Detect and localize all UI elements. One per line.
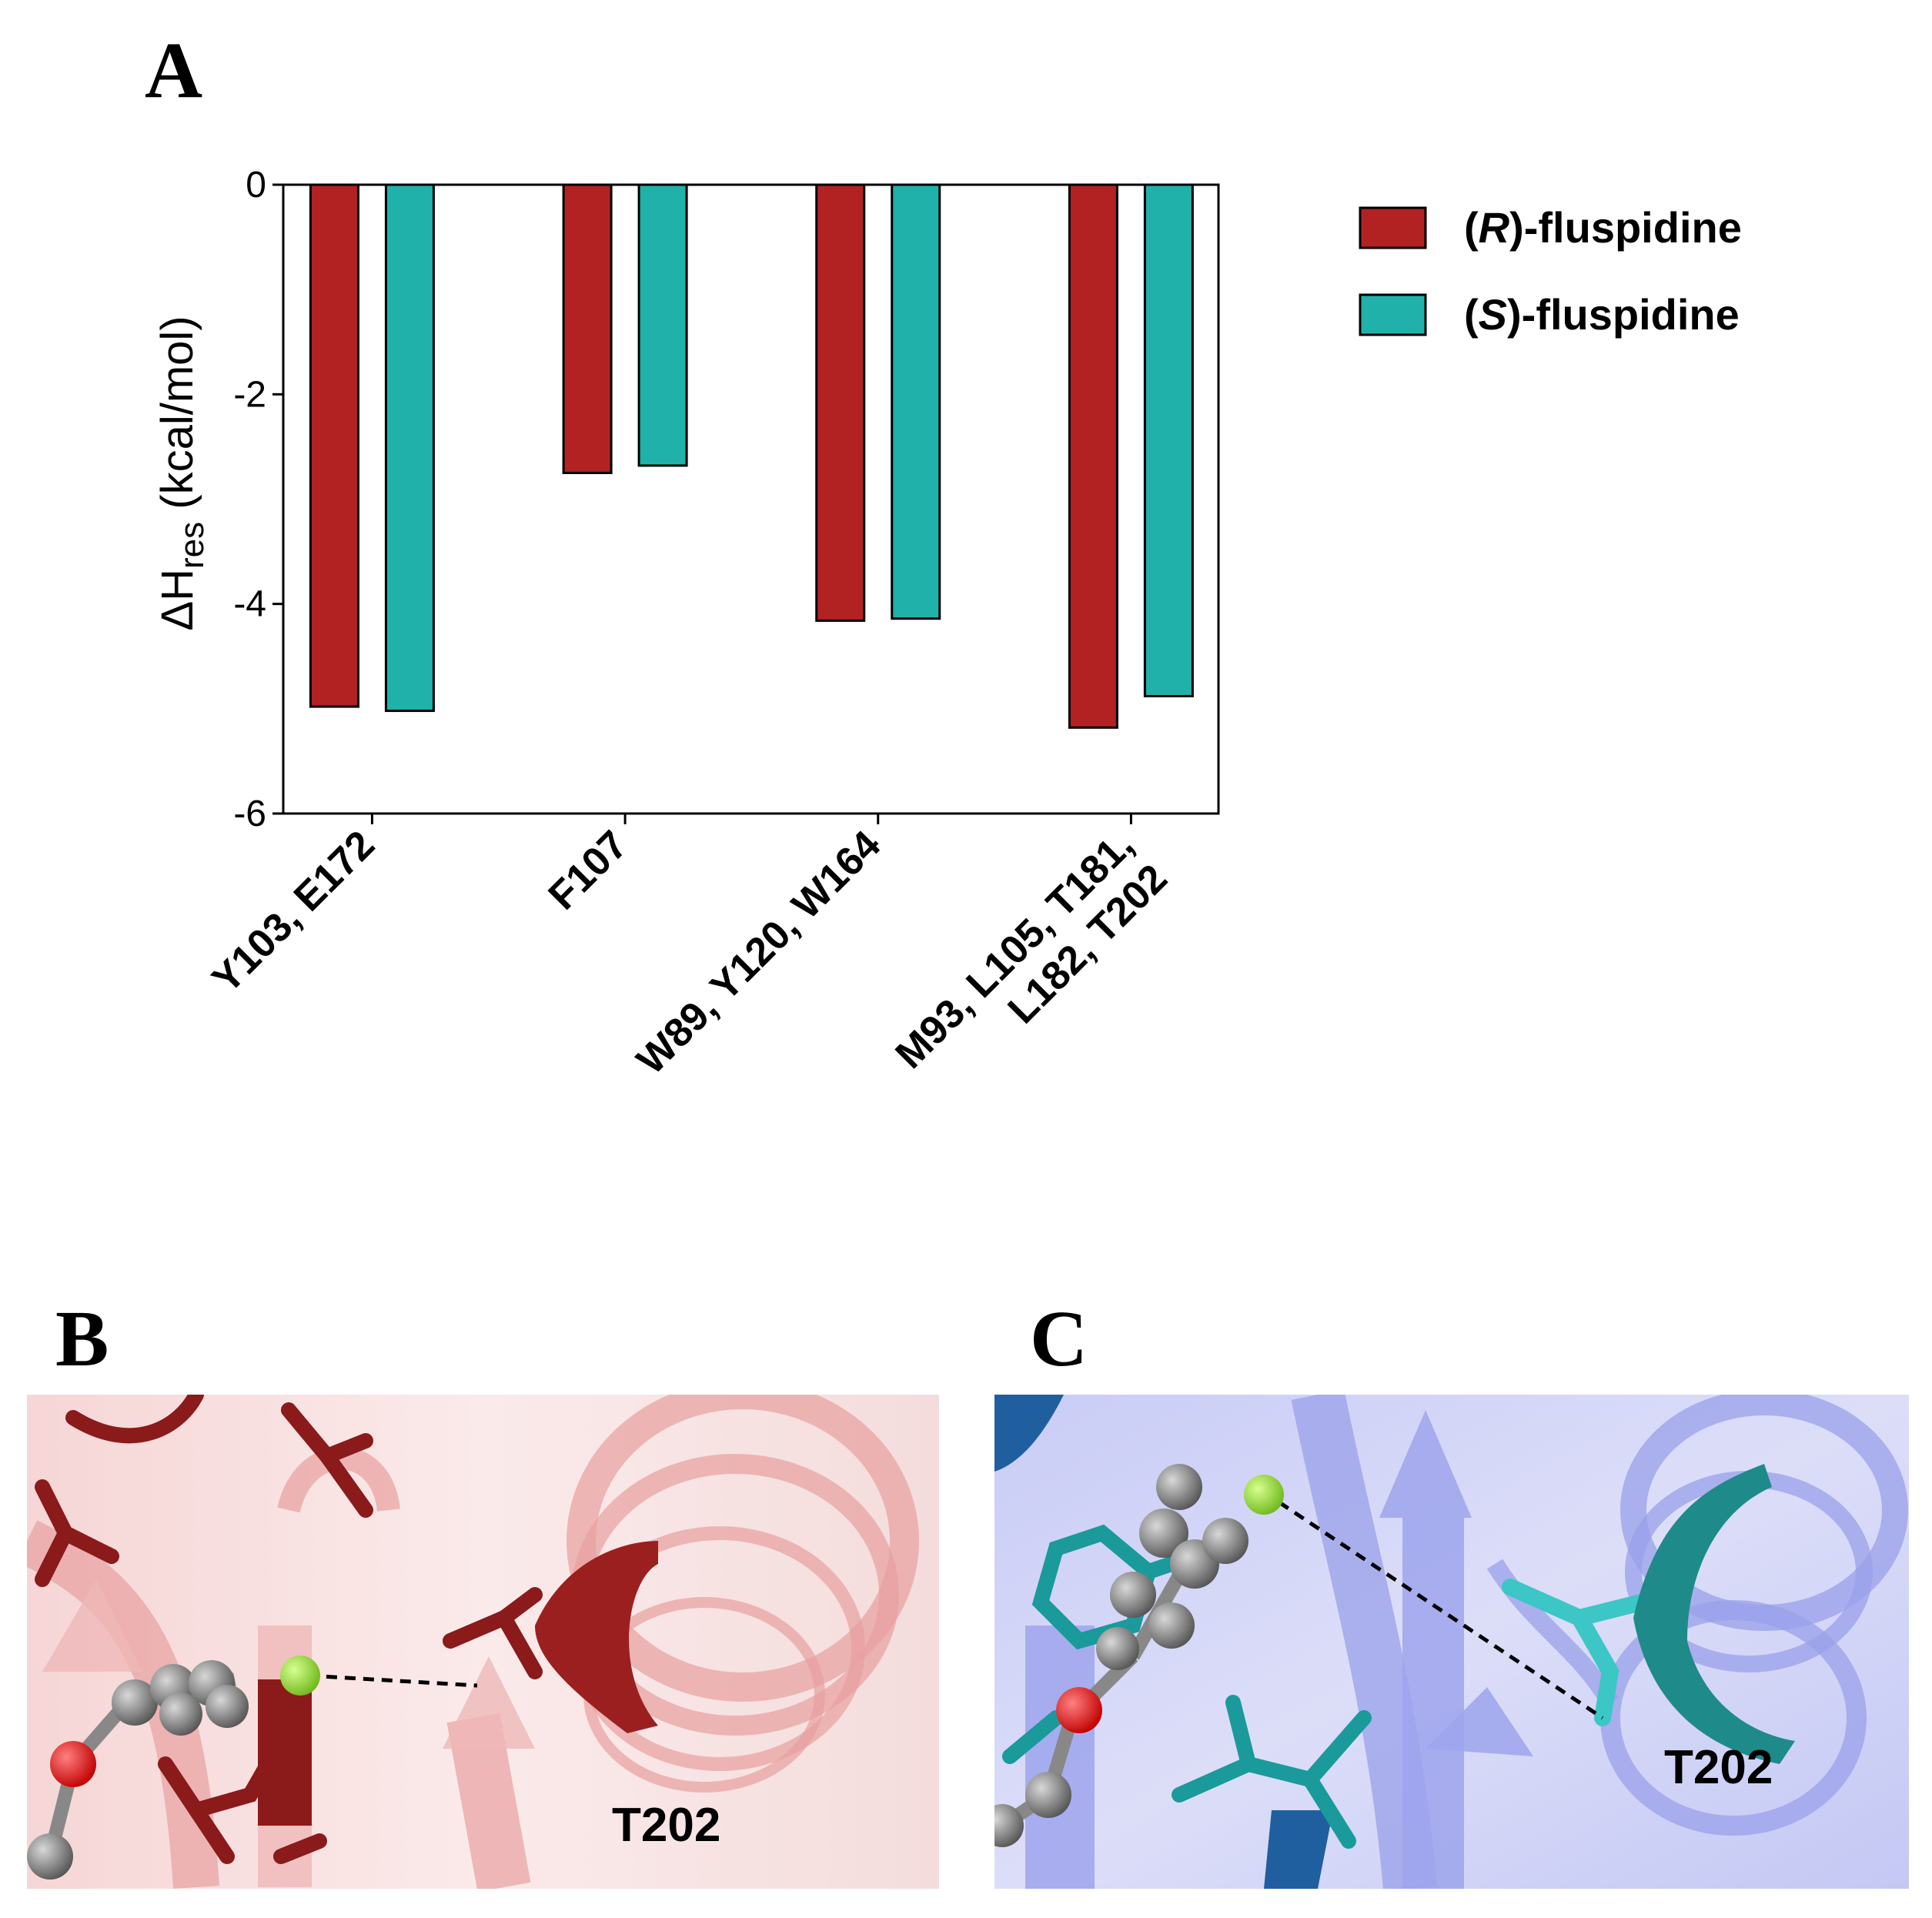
y-tick-label: -6: [233, 794, 266, 834]
legend-swatch: [1359, 206, 1427, 249]
bar-s-3: [1143, 183, 1194, 697]
dark-blue-strand-c: [994, 1395, 1064, 1472]
x-category-label: M93, L105, T181,L182, T202: [887, 822, 1176, 1111]
bar-r-3: [1068, 183, 1118, 729]
helix-segment-c: [1633, 1464, 1795, 1764]
bar-r-0: [309, 183, 359, 708]
x-category-label: F107: [540, 822, 637, 918]
plot-frame: [282, 183, 1220, 815]
strand-block-b: [258, 1679, 312, 1826]
x-category-label: Y103, E172: [204, 822, 383, 1001]
structure-panel-c: T202: [994, 1395, 1909, 1889]
y-tick-label: 0: [246, 165, 266, 206]
ligand-atoms-c: [994, 1464, 1284, 1847]
structure-panel-b: T202: [27, 1395, 939, 1889]
panel-label-b: B: [55, 1295, 109, 1383]
y-tick-label: -4: [233, 584, 266, 625]
legend-swatch: [1359, 293, 1427, 336]
helix-segment-b: [535, 1541, 658, 1733]
y-tick-label: -2: [233, 374, 266, 415]
t202-residue-c: [1502, 1579, 1650, 1726]
residue-label-c: T202: [1664, 1741, 1773, 1794]
interaction-dashed-line-c: [1278, 1500, 1604, 1720]
bars-group: [309, 183, 1194, 729]
axes-group: [282, 183, 1220, 824]
x-category-label: W89, Y120, W164: [628, 822, 889, 1083]
panel-label-a: A: [145, 26, 203, 115]
bar-r-2: [815, 183, 866, 622]
ligand-atoms-b: [27, 1656, 320, 1880]
legend: (R)-fluspidine (S)-fluspidine: [1359, 203, 1742, 339]
y-ticks: 0 -2 -4 -6: [233, 165, 283, 834]
interaction-dashed-line-b: [307, 1673, 478, 1688]
residue-sticks-b: [35, 1395, 543, 1864]
panel-label-c: C: [1030, 1295, 1088, 1383]
residue-label-b: T202: [612, 1799, 720, 1852]
dark-blue-strand-c2: [1264, 1810, 1333, 1889]
legend-label: (S)-fluspidine: [1464, 290, 1740, 339]
y-axis-label: ΔHres (kcal/mol): [152, 316, 211, 630]
bar-s-2: [891, 183, 941, 620]
ribbon-arrows-c: [1025, 1410, 1533, 1889]
bar-r-1: [562, 183, 613, 474]
bar-s-1: [637, 183, 688, 467]
ribbon-helices-c: [1291, 1395, 1908, 1889]
bar-s-0: [384, 183, 435, 713]
legend-label: (R)-fluspidine: [1464, 203, 1742, 252]
